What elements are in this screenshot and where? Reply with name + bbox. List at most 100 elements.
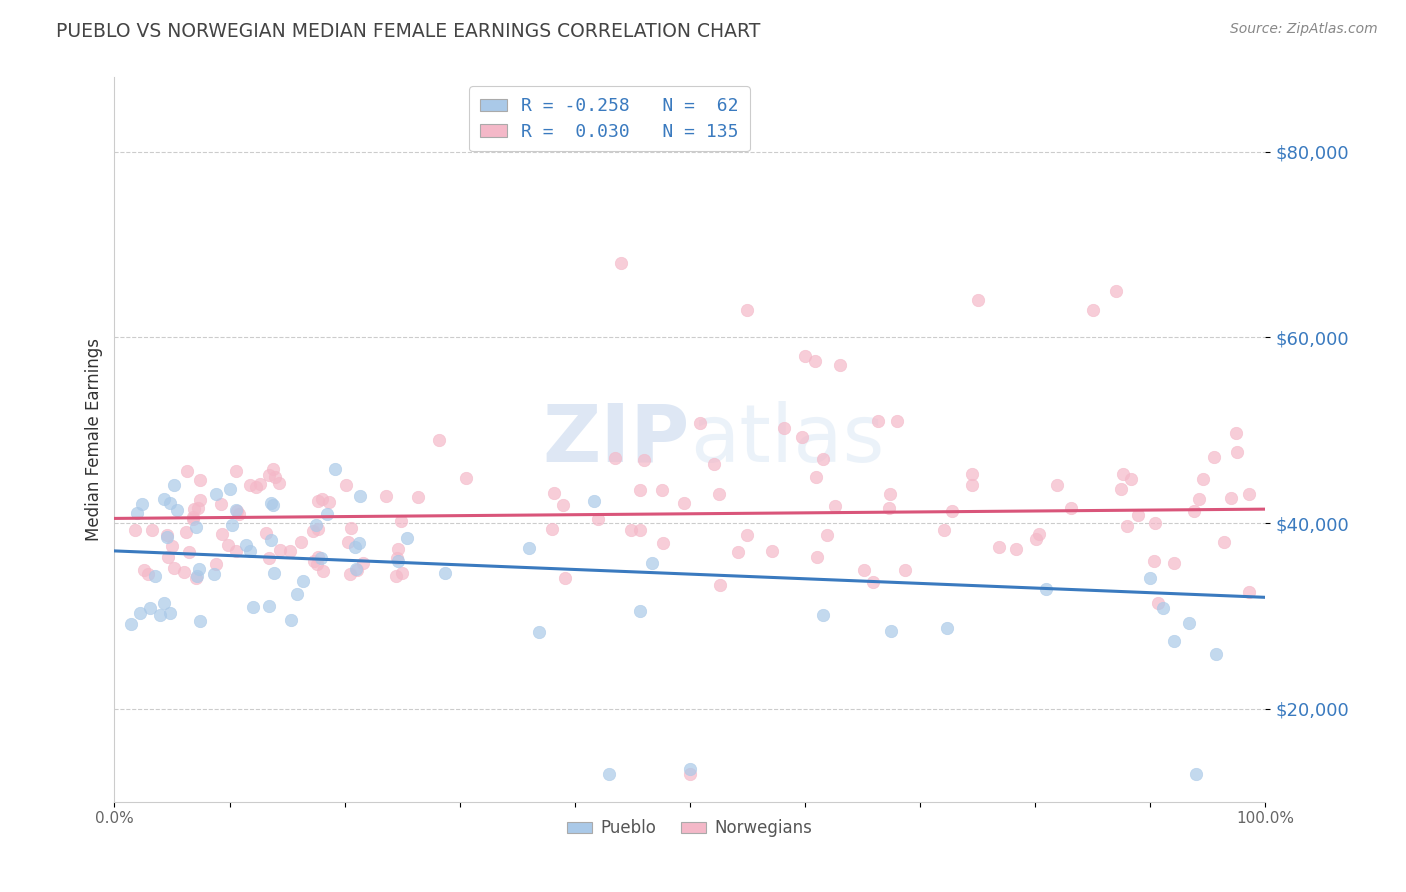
Point [183,501,205,516]
Point [311,550,333,565]
Point [163,561,186,575]
Point [527,625,550,640]
Point [156,530,179,544]
Point [336,535,359,549]
Point [628,483,651,497]
Point [387,551,409,566]
Point [278,544,301,558]
Point [709,487,731,501]
Point [1147,596,1170,610]
Point [145,568,167,582]
Point [225,503,247,517]
Point [1143,554,1166,568]
Point [183,510,205,524]
Y-axis label: Median Female Earnings: Median Female Earnings [86,338,103,541]
Point [960,467,983,482]
Point [209,497,232,511]
Point [307,550,329,565]
Point [254,525,277,540]
Point [517,541,540,555]
Point [672,496,695,510]
Point [316,507,339,521]
Point [1081,302,1104,317]
Point [311,492,333,507]
Point [456,470,478,484]
Text: ZIP: ZIP [543,401,690,478]
Legend: Pueblo, Norwegians: Pueblo, Norwegians [561,813,820,844]
Point [391,566,413,580]
Point [184,571,207,585]
Point [159,496,181,510]
Point [211,527,233,541]
Point [127,506,149,520]
Point [1105,284,1128,298]
Point [188,473,211,487]
Point [311,564,333,578]
Point [262,498,284,512]
Point [679,766,702,780]
Point [307,523,329,537]
Point [879,501,901,516]
Point [302,554,325,568]
Point [339,567,361,582]
Point [374,489,396,503]
Point [349,490,371,504]
Point [879,624,901,638]
Point [173,566,195,580]
Point [651,536,673,550]
Point [862,575,884,590]
Point [605,450,627,465]
Point [1060,500,1083,515]
Point [132,563,155,577]
Point [387,554,409,568]
Point [396,531,419,545]
Point [162,539,184,553]
Point [291,574,314,588]
Point [188,492,211,507]
Point [239,543,262,558]
Point [1046,478,1069,492]
Point [177,545,200,559]
Point [966,293,988,308]
Point [586,512,609,526]
Point [257,551,280,566]
Point [290,535,312,549]
Point [225,544,247,558]
Point [131,496,153,510]
Point [225,464,247,478]
Point [349,535,371,549]
Point [226,503,249,517]
Point [987,540,1010,554]
Point [1202,450,1225,464]
Point [263,566,285,580]
Point [960,477,983,491]
Point [136,567,159,582]
Point [269,543,291,558]
Point [1035,582,1057,597]
Point [1213,534,1236,549]
Point [245,479,267,493]
Point [1237,584,1260,599]
Point [541,522,564,536]
Point [1112,467,1135,482]
Point [188,561,211,575]
Point [1139,571,1161,585]
Point [264,470,287,484]
Point [267,475,290,490]
Point [761,543,783,558]
Point [129,607,152,621]
Point [307,493,329,508]
Point [307,557,329,571]
Point [1188,492,1211,507]
Point [301,524,323,538]
Point [406,491,429,505]
Point [1126,508,1149,522]
Point [152,491,174,506]
Point [709,578,731,592]
Point [893,563,915,577]
Point [792,430,814,444]
Point [806,550,828,565]
Point [186,569,208,583]
Point [340,521,363,535]
Point [181,512,204,526]
